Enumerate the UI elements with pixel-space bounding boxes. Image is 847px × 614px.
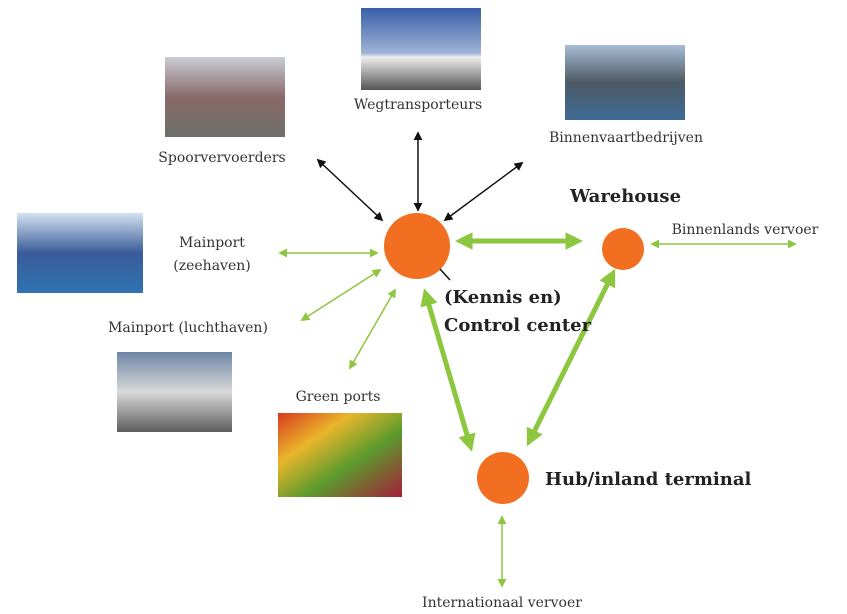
arrow bbox=[350, 290, 395, 368]
label: Warehouse bbox=[569, 186, 681, 207]
label: Mainport (luchthaven) bbox=[108, 320, 268, 336]
hub-node bbox=[477, 452, 529, 504]
label: Spoorvervoerders bbox=[158, 150, 285, 166]
label: Internationaal vervoer bbox=[422, 595, 582, 611]
label: Binnenlands vervoer bbox=[672, 222, 819, 238]
arrow bbox=[302, 270, 380, 320]
label: (Kennis en) bbox=[444, 287, 562, 308]
photo-rail bbox=[165, 57, 285, 137]
diagram: Spoorvervoerders Wegtransporteurs Binnen… bbox=[0, 0, 847, 614]
arrow bbox=[445, 163, 522, 220]
photo-airport bbox=[117, 352, 232, 432]
label: Mainport bbox=[179, 235, 245, 251]
label: Green ports bbox=[296, 389, 381, 405]
label: Control center bbox=[444, 315, 592, 336]
arrow bbox=[318, 160, 382, 220]
pointer bbox=[440, 269, 450, 280]
photo-seaport bbox=[17, 213, 143, 293]
label: Binnenvaartbedrijven bbox=[549, 130, 703, 146]
warehouse-node bbox=[602, 228, 644, 270]
label: Wegtransporteurs bbox=[354, 97, 482, 113]
photo-truck bbox=[361, 8, 481, 90]
label: Hub/inland terminal bbox=[545, 469, 752, 490]
photo-barge bbox=[565, 45, 685, 120]
photo-fruit bbox=[278, 413, 402, 497]
label: (zeehaven) bbox=[173, 258, 250, 274]
